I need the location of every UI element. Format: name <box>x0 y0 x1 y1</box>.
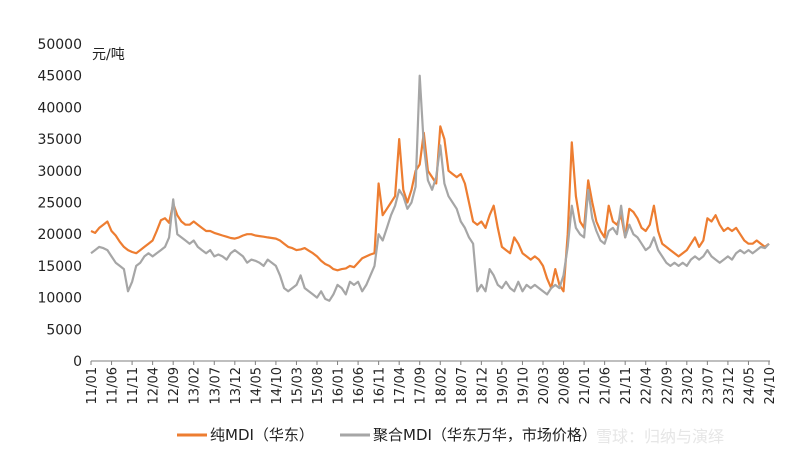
x-tick-label: 20/03 <box>537 367 552 404</box>
legend-label-pure-mdi: 纯MDI（华东） <box>210 426 314 444</box>
legend: 纯MDI（华东） 聚合MDI（华东万华，市场价格） <box>177 426 597 444</box>
y-tick-label: 40000 <box>37 100 82 116</box>
x-tick-label: 17/04 <box>393 367 408 404</box>
x-tick-label: 21/06 <box>599 367 614 404</box>
x-tick-label: 23/07 <box>701 367 716 404</box>
x-tick-label: 13/02 <box>188 367 203 404</box>
watermark-text: 雪球：归纳与演绎 <box>596 427 724 446</box>
x-tick-label: 14/10 <box>270 367 285 404</box>
x-tick-label: 21/11 <box>619 367 634 404</box>
x-tick-label: 14/05 <box>249 367 264 404</box>
x-tick-label: 15/08 <box>311 367 326 404</box>
y-axis-unit-label: 元/吨 <box>92 47 125 63</box>
x-tick-label: 16/06 <box>352 367 367 404</box>
y-tick-label: 25000 <box>37 196 82 212</box>
x-tick-label: 13/07 <box>208 367 223 404</box>
y-tick-label: 35000 <box>37 132 82 148</box>
x-tick-label: 16/11 <box>373 367 388 404</box>
x-tick-label: 13/12 <box>229 367 244 404</box>
x-tick-label: 17/09 <box>414 367 429 404</box>
y-tick-label: 45000 <box>37 69 82 85</box>
y-tick-label: 20000 <box>37 227 82 243</box>
x-tick-label: 15/03 <box>290 367 305 404</box>
series-line-polymeric-mdi <box>90 74 770 302</box>
x-tick-label: 24/10 <box>763 367 778 404</box>
legend-label-polymeric-mdi: 聚合MDI（华东万华，市场价格） <box>373 426 597 444</box>
x-tick-label: 16/01 <box>332 367 347 404</box>
y-tick-label: 15000 <box>37 259 82 275</box>
x-tick-label: 11/06 <box>106 367 121 404</box>
y-tick-label: 10000 <box>37 291 82 307</box>
x-tick-label: 21/01 <box>578 367 593 404</box>
x-tick-label: 22/04 <box>640 367 655 404</box>
series-layer <box>90 74 770 302</box>
x-tick-label: 18/12 <box>475 367 490 404</box>
x-tick-label: 23/02 <box>681 367 696 404</box>
x-axis-ticks: 11/01 11/06 11/11 12/04 12/09 13/02 13/07 13/12… <box>85 361 778 404</box>
y-tick-label: 50000 <box>37 37 82 53</box>
x-tick-label: 12/09 <box>167 367 182 404</box>
series-line-pure-mdi <box>90 125 770 293</box>
x-tick-label: 18/02 <box>434 367 449 404</box>
x-tick-label: 20/08 <box>558 367 573 404</box>
x-tick-label: 23/12 <box>722 367 737 404</box>
x-tick-label: 11/01 <box>85 367 100 404</box>
x-tick-label: 19/10 <box>516 367 531 404</box>
x-tick-label: 24/05 <box>742 367 757 404</box>
x-tick-label: 12/04 <box>147 367 162 404</box>
x-tick-label: 19/05 <box>496 367 511 404</box>
y-tick-label: 30000 <box>37 164 82 180</box>
y-axis-ticks: 0 5000 10000 15000 20000 25000 30000 35000 40000… <box>37 37 82 370</box>
x-tick-label: 22/09 <box>660 367 675 404</box>
y-tick-label: 0 <box>73 354 82 370</box>
x-tick-label: 18/07 <box>455 367 470 404</box>
x-tick-label: 11/11 <box>126 367 141 404</box>
y-tick-label: 5000 <box>46 322 82 338</box>
